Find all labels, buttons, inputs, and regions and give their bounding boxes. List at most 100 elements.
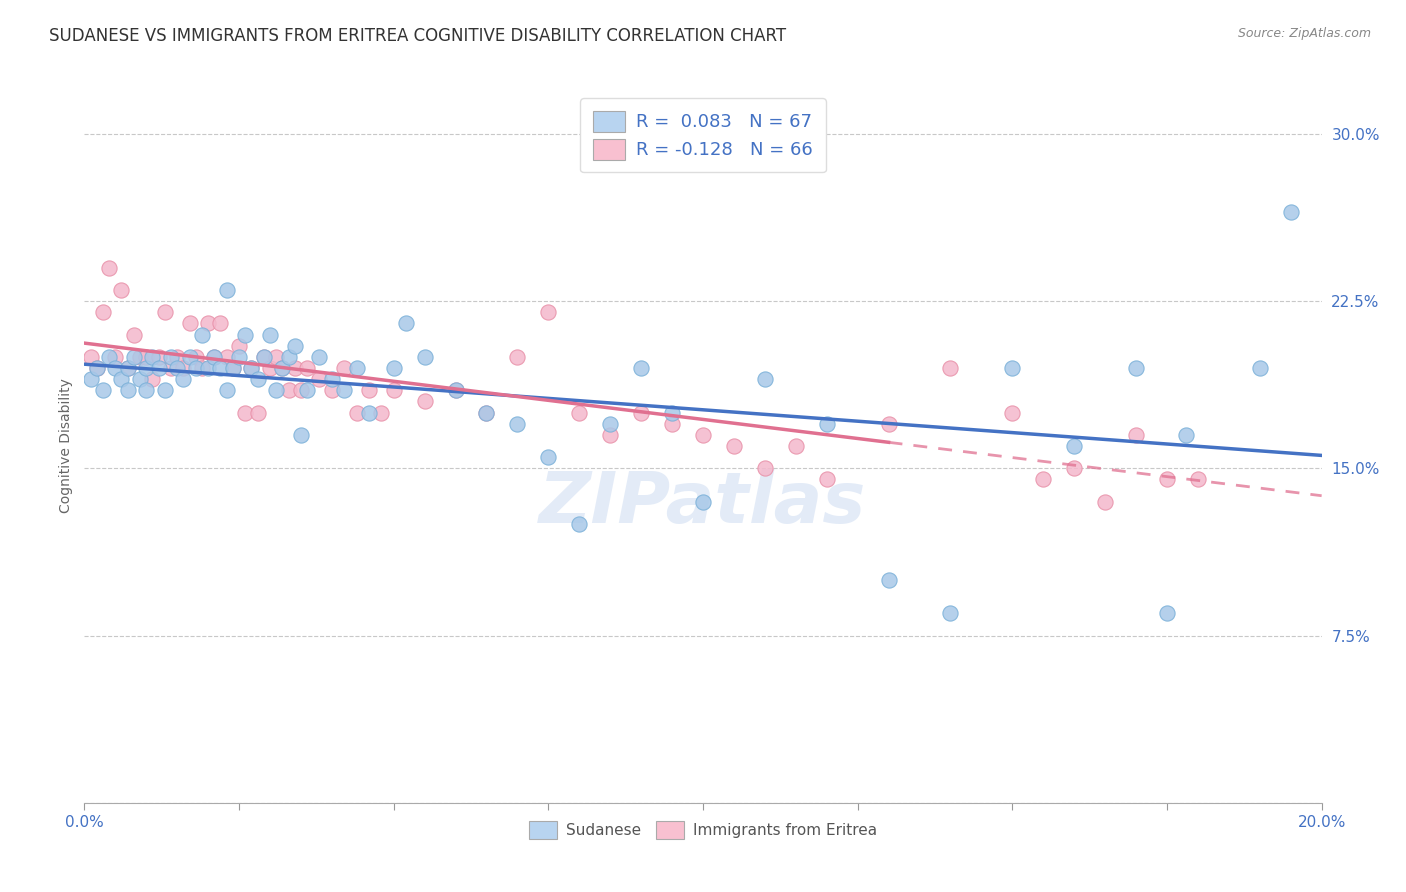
- Point: [877, 573, 900, 587]
- Point: [253, 350, 276, 364]
- Point: [259, 360, 281, 375]
- Point: [506, 417, 529, 431]
- Point: [117, 360, 139, 375]
- Text: ZIPatlas: ZIPatlas: [540, 468, 866, 538]
- Point: [197, 316, 219, 330]
- Point: [179, 350, 201, 364]
- Point: [86, 360, 108, 375]
- Point: [939, 360, 962, 375]
- Point: [148, 360, 170, 375]
- Point: [86, 360, 108, 375]
- Text: SUDANESE VS IMMIGRANTS FROM ERITREA COGNITIVE DISABILITY CORRELATION CHART: SUDANESE VS IMMIGRANTS FROM ERITREA COGN…: [49, 27, 786, 45]
- Point: [1279, 204, 1302, 219]
- Point: [382, 384, 405, 398]
- Point: [148, 350, 170, 364]
- Point: [129, 350, 152, 364]
- Point: [537, 305, 560, 319]
- Point: [357, 405, 380, 419]
- Point: [79, 372, 101, 386]
- Point: [630, 405, 652, 419]
- Point: [1156, 473, 1178, 487]
- Point: [284, 338, 307, 352]
- Point: [413, 394, 436, 409]
- Point: [166, 350, 188, 364]
- Point: [395, 316, 418, 330]
- Point: [79, 350, 101, 364]
- Point: [1125, 427, 1147, 442]
- Point: [228, 338, 250, 352]
- Point: [135, 384, 157, 398]
- Point: [166, 360, 188, 375]
- Point: [290, 427, 312, 442]
- Point: [661, 405, 683, 419]
- Point: [271, 360, 294, 375]
- Point: [815, 417, 838, 431]
- Point: [246, 405, 269, 419]
- Point: [321, 372, 343, 386]
- Point: [290, 384, 312, 398]
- Point: [308, 350, 330, 364]
- Point: [370, 405, 392, 419]
- Point: [110, 283, 132, 297]
- Point: [754, 461, 776, 475]
- Point: [141, 350, 163, 364]
- Point: [259, 327, 281, 342]
- Point: [122, 327, 145, 342]
- Point: [172, 372, 194, 386]
- Point: [1249, 360, 1271, 375]
- Point: [295, 384, 318, 398]
- Point: [246, 372, 269, 386]
- Point: [723, 439, 745, 453]
- Point: [939, 607, 962, 621]
- Point: [202, 350, 225, 364]
- Point: [129, 372, 152, 386]
- Point: [333, 360, 356, 375]
- Point: [444, 384, 467, 398]
- Point: [98, 350, 121, 364]
- Text: Source: ZipAtlas.com: Source: ZipAtlas.com: [1237, 27, 1371, 40]
- Point: [104, 350, 127, 364]
- Point: [98, 260, 121, 275]
- Point: [122, 350, 145, 364]
- Point: [1063, 439, 1085, 453]
- Point: [264, 350, 287, 364]
- Point: [222, 360, 245, 375]
- Point: [1032, 473, 1054, 487]
- Point: [222, 360, 245, 375]
- Point: [475, 405, 498, 419]
- Point: [1094, 494, 1116, 508]
- Point: [321, 384, 343, 398]
- Point: [308, 372, 330, 386]
- Point: [815, 473, 838, 487]
- Point: [184, 350, 207, 364]
- Point: [277, 350, 299, 364]
- Point: [1063, 461, 1085, 475]
- Point: [475, 405, 498, 419]
- Point: [202, 350, 225, 364]
- Point: [346, 360, 368, 375]
- Point: [599, 427, 621, 442]
- Point: [692, 427, 714, 442]
- Point: [215, 350, 238, 364]
- Point: [413, 350, 436, 364]
- Point: [692, 494, 714, 508]
- Point: [179, 316, 201, 330]
- Point: [1174, 427, 1197, 442]
- Point: [537, 450, 560, 464]
- Point: [91, 305, 114, 319]
- Point: [277, 384, 299, 398]
- Point: [630, 360, 652, 375]
- Point: [271, 360, 294, 375]
- Point: [253, 350, 276, 364]
- Point: [91, 384, 114, 398]
- Point: [1156, 607, 1178, 621]
- Point: [153, 384, 176, 398]
- Point: [240, 360, 263, 375]
- Point: [110, 372, 132, 386]
- Point: [160, 350, 183, 364]
- Point: [172, 360, 194, 375]
- Point: [382, 360, 405, 375]
- Point: [197, 360, 219, 375]
- Point: [1001, 360, 1024, 375]
- Point: [184, 360, 207, 375]
